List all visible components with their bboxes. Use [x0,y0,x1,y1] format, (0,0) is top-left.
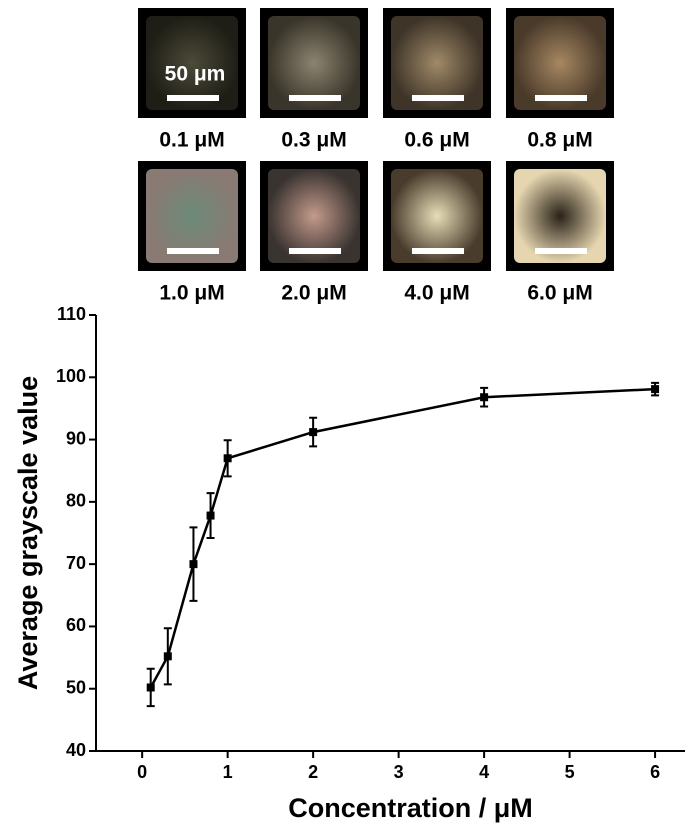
scale-bar [535,95,587,101]
marker [651,385,659,393]
x-tick-label: 2 [308,762,318,782]
x-tick-label: 3 [394,762,404,782]
y-axis-title: Average grayscale value [13,376,43,690]
figure: 0.1 μM 0.3 μM 0.6 μM 0.8 μM 1.0 μM 2.0 μM 4.0 … [0,0,688,834]
caption: 0.3 μM [281,129,346,152]
y-tick-label: 100 [56,366,86,386]
y-tick-label: 110 [57,304,86,324]
micrographs: 0.1 μM 0.3 μM 0.6 μM 0.8 μM 1.0 μM 2.0 μM 4.0 … [138,8,614,305]
scale-bar [167,95,219,101]
plot: 40 50 60 70 80 90 100 110 0 1 2 3 4 5 6 Concentration /… [13,304,685,823]
marker [480,393,488,401]
scale-label: 50 μm [165,63,226,86]
marker [309,428,317,436]
scale-bar [289,248,341,254]
marker [189,560,197,568]
caption: 0.1 μM [159,129,224,152]
y-tick-label: 40 [66,740,86,760]
x-tick-label: 0 [137,762,147,782]
caption: 4.0 μM [404,282,469,305]
x-tick-label: 1 [223,762,233,782]
y-tick-label: 60 [66,615,86,635]
marker [147,683,155,691]
scale-bar [289,95,341,101]
marker [224,454,232,462]
marker [164,652,172,660]
caption: 0.6 μM [404,129,469,152]
x-tick-label: 6 [650,762,660,782]
y-tick-label: 50 [66,677,86,697]
caption: 1.0 μM [159,282,224,305]
x-tick-label: 5 [565,762,575,782]
scale-bar [412,95,464,101]
y-tick-label: 90 [66,428,86,448]
caption: 2.0 μM [281,282,346,305]
caption: 0.8 μM [527,129,592,152]
line [151,389,655,687]
scale-bar [167,248,219,254]
scale-bar [412,248,464,254]
marker [207,512,215,520]
caption: 6.0 μM [527,282,592,305]
y-tick-label: 80 [66,491,86,511]
scale-bar [535,248,587,254]
x-axis-title: Concentration / μM [288,793,533,823]
y-tick-label: 70 [66,553,86,573]
x-tick-label: 4 [479,762,489,782]
